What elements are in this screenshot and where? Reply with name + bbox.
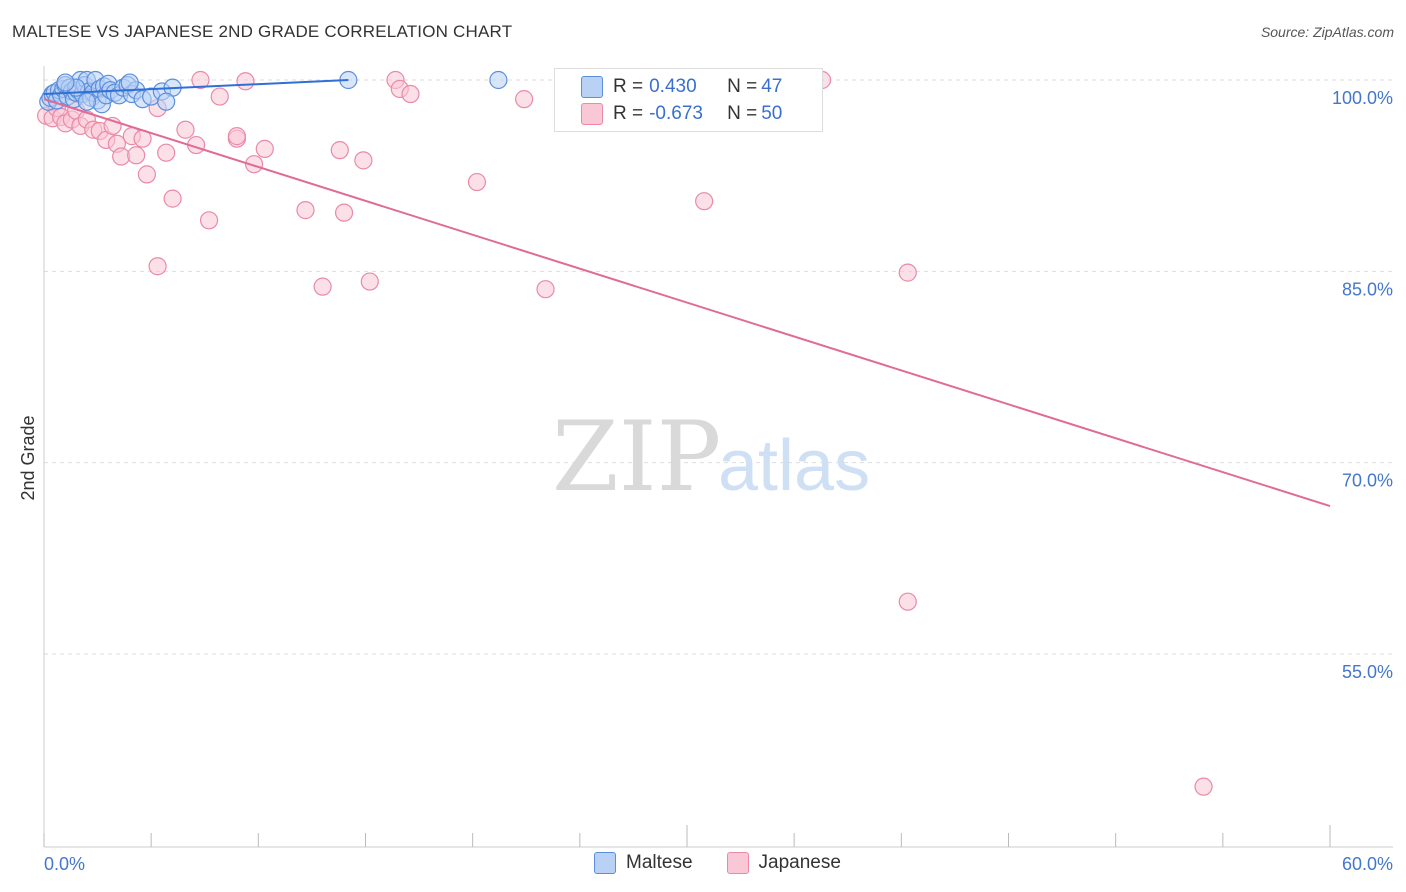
legend-r-label: R = — [613, 76, 644, 97]
watermark-zip: ZIP — [552, 401, 721, 513]
trend-layer — [43, 79, 1331, 507]
legend-r-label: R = — [613, 103, 644, 124]
y-tick-label: 85.0% — [1342, 279, 1393, 299]
point-japanese — [401, 84, 420, 104]
point-japanese — [360, 272, 379, 291]
series-swatch-japanese — [726, 852, 749, 874]
watermark-atlas: atlas — [718, 426, 870, 506]
series-name-japanese: Japanese — [758, 852, 841, 873]
point-maltese — [489, 70, 508, 90]
point-japanese — [244, 155, 264, 174]
y-tick-label: 100.0% — [1332, 88, 1393, 108]
watermark: ZIP atlas — [552, 401, 870, 513]
point-japanese — [112, 147, 131, 166]
trend-line-maltese — [43, 79, 349, 96]
x-tick-label-max: 60.0% — [1342, 854, 1393, 874]
point-japanese — [137, 165, 156, 184]
point-japanese — [354, 151, 373, 170]
trend-line-japanese — [43, 98, 1331, 507]
series-legend-item-maltese[interactable]: Maltese — [594, 852, 693, 874]
legend-n-label: N = — [727, 103, 758, 124]
point-japanese — [695, 192, 714, 211]
point-japanese — [148, 257, 167, 276]
series-swatch-maltese — [594, 852, 616, 874]
point-japanese — [898, 263, 917, 282]
points-layer — [37, 70, 1213, 796]
legend-n-value: 50 — [761, 103, 783, 124]
point-japanese — [313, 277, 332, 296]
point-japanese — [1194, 777, 1213, 796]
point-japanese — [176, 120, 195, 139]
legend-swatch-japanese — [581, 103, 603, 125]
axes-layer — [43, 66, 1393, 848]
series-legend: Maltese Japanese — [594, 852, 875, 874]
point-japanese — [199, 211, 219, 230]
point-japanese — [296, 201, 315, 220]
point-maltese — [157, 92, 176, 111]
point-japanese — [898, 592, 917, 611]
point-japanese — [330, 141, 349, 160]
point-japanese — [210, 87, 229, 106]
point-japanese — [157, 143, 176, 162]
legend-r-value: -0.673 — [649, 103, 703, 124]
labels-layer: 2nd Grade 0.0% 60.0% 100.0% 85.0% 70.0% 55.… — [18, 88, 1393, 874]
point-japanese — [236, 72, 255, 91]
legend-n-value: 47 — [761, 76, 783, 97]
point-maltese — [56, 73, 75, 92]
point-japanese — [467, 172, 487, 192]
point-japanese — [163, 189, 182, 208]
legend-swatch-maltese — [581, 76, 603, 98]
point-maltese — [120, 73, 139, 92]
point-japanese — [255, 139, 274, 158]
chart-title: MALTESE VS JAPANESE 2ND GRADE CORRELATIO… — [12, 22, 513, 41]
y-axis-label: 2nd Grade — [18, 415, 38, 500]
series-legend-item-japanese[interactable]: Japanese — [726, 852, 841, 874]
point-japanese — [515, 90, 534, 109]
point-japanese — [227, 127, 246, 146]
legend-r-value: 0.430 — [649, 76, 697, 97]
x-tick-label-min: 0.0% — [44, 854, 85, 874]
legend-n-label: N = — [727, 76, 758, 97]
y-tick-label: 70.0% — [1342, 471, 1393, 491]
legend-row-maltese: R = 0.430 N = 47 — [581, 74, 783, 100]
legend-row-japanese: R = -0.673 N = 50 — [581, 101, 783, 127]
correlation-legend: R = 0.430 N = 47 R = -0.673 N = 50 — [554, 68, 823, 132]
point-japanese — [334, 203, 354, 222]
chart-source: Source: ZipAtlas.com — [1260, 24, 1394, 40]
point-japanese — [127, 146, 146, 165]
series-name-maltese: Maltese — [626, 852, 693, 873]
point-japanese — [536, 280, 555, 299]
y-tick-label: 55.0% — [1342, 662, 1393, 682]
point-japanese — [191, 70, 210, 90]
point-maltese — [77, 92, 96, 111]
